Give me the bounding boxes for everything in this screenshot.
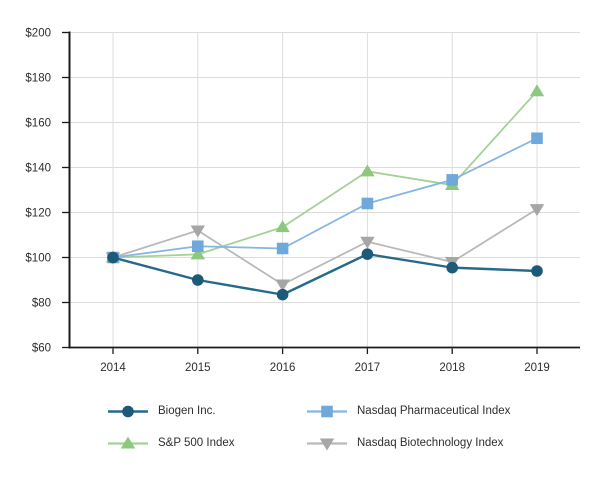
performance-line-chart: $200 $180 $160 $140 $120 $100 $80 $60 2014 2015 20… <box>25 28 580 375</box>
x-axis-tick-label: 2018 <box>439 362 465 374</box>
x-axis-tick-label: 2019 <box>524 362 550 374</box>
series-biogen-inc <box>107 248 543 301</box>
gridlines <box>70 32 580 347</box>
x-axis-tick-label: 2014 <box>100 362 126 374</box>
legend-item-sp-500-index: S&P 500 Index <box>107 434 235 452</box>
legend-label: Nasdaq Biotechnology Index <box>357 437 504 449</box>
square-marker-icon <box>307 405 347 417</box>
series-nasdaq-biotechnology-index <box>105 204 545 292</box>
y-axis-tick-label: $60 <box>32 343 51 355</box>
legend-label: S&P 500 Index <box>158 437 235 449</box>
x-axis-tick-label: 2017 <box>355 362 381 374</box>
series-nasdaq-pharmaceutical-index <box>107 132 543 264</box>
y-axis-tick-label: $100 <box>25 253 51 265</box>
legend-item-biogen-inc: Biogen Inc. <box>107 402 216 420</box>
y-axis-tick-label: $180 <box>25 73 51 85</box>
axes <box>62 31 580 354</box>
y-axis-tick-label: $160 <box>25 118 51 130</box>
legend-label: Nasdaq Pharmaceutical Index <box>357 405 511 417</box>
y-axis-tick-label: $120 <box>25 208 51 220</box>
y-axis-tick-label: $80 <box>32 298 51 310</box>
triangle-down-marker-icon <box>307 438 347 450</box>
x-axis-tick-label: 2015 <box>185 362 211 374</box>
x-axis-tick-label: 2016 <box>270 362 296 374</box>
y-axis-tick-label: $140 <box>25 163 51 175</box>
legend-item-nasdaq-biotechnology-index: Nasdaq Biotechnology Index <box>306 434 503 452</box>
y-axis-tick-label: $200 <box>25 28 51 40</box>
circle-marker-icon <box>108 405 148 417</box>
legend-label: Biogen Inc. <box>158 405 216 417</box>
legend-item-nasdaq-pharmaceutical-index: Nasdaq Pharmaceutical Index <box>306 402 510 420</box>
triangle-up-marker-icon <box>108 436 148 448</box>
series-s-p-500-index <box>105 84 545 263</box>
axis-labels: $200 $180 $160 $140 $120 $100 $80 $60 2014 2015 20… <box>25 28 549 375</box>
